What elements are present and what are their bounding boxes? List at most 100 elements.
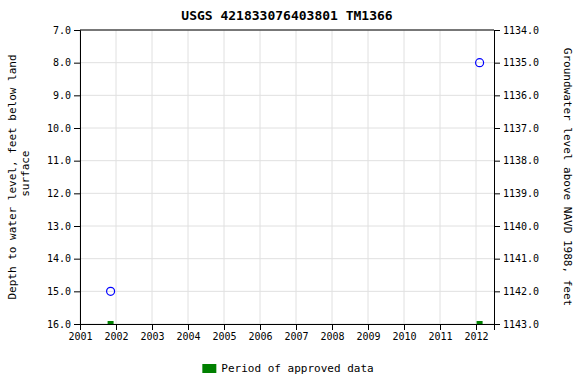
tick: 8.0 [53, 57, 80, 68]
tick: 1140.0 [494, 221, 539, 232]
grid-line [80, 258, 494, 259]
tick: 2006 [248, 324, 272, 342]
tick-mark [74, 161, 80, 162]
legend: Period of approved data [202, 362, 373, 375]
grid-line [332, 30, 333, 324]
tick-label: 1137.0 [503, 123, 539, 134]
legend-item: Period of approved data [202, 362, 373, 375]
tick-label: 14.0 [47, 253, 71, 264]
tick-label: 1135.0 [503, 57, 539, 68]
tick: 1135.0 [494, 57, 539, 68]
tick: 1136.0 [494, 90, 539, 101]
tick-label: 16.0 [47, 319, 71, 330]
tick-mark [494, 161, 500, 162]
tick-mark [494, 324, 500, 325]
tick: 1141.0 [494, 253, 539, 264]
tick-mark [74, 291, 80, 292]
marks [107, 59, 484, 324]
point [108, 321, 114, 324]
frame [80, 30, 494, 31]
tick-mark [152, 324, 153, 330]
tick-mark [494, 291, 500, 292]
tick-mark [74, 259, 80, 260]
tick: 9.0 [53, 90, 80, 101]
tick-label: 2008 [320, 331, 344, 342]
tick: 1142.0 [494, 286, 539, 297]
tick: 2008 [320, 324, 344, 342]
x-axis: 2001200220032004200520062007200820092010… [68, 324, 494, 342]
tick-mark [368, 324, 369, 330]
tick: 1134.0 [494, 25, 539, 36]
tick-mark [74, 30, 80, 31]
tick-label: 2012 [464, 331, 488, 342]
axis-line [74, 31, 81, 325]
y2-axis-title: Groundwater level above NAVD 1988, feet [561, 48, 574, 306]
tick-mark [116, 324, 117, 330]
tick: 2010 [392, 324, 416, 342]
tick: 2002 [104, 324, 128, 342]
point [477, 321, 483, 324]
tick-label: 2001 [68, 331, 92, 342]
grid-line [80, 62, 494, 63]
tick-mark [74, 128, 80, 129]
grid-line [80, 95, 494, 96]
tick-mark [440, 324, 441, 330]
tick-mark [494, 193, 500, 194]
tick-label: 2010 [392, 331, 416, 342]
tick-label: 1143.0 [503, 319, 539, 330]
tick-label: 1141.0 [503, 253, 539, 264]
grid-line [152, 30, 153, 324]
tick: 7.0 [53, 25, 80, 36]
tick: 2005 [212, 324, 236, 342]
tick-mark [494, 259, 500, 260]
grid-line [260, 30, 261, 324]
tick-mark [224, 324, 225, 330]
tick: 15.0 [47, 286, 80, 297]
tick-mark [332, 324, 333, 330]
tick-label: 7.0 [53, 25, 71, 36]
tick: 16.0 [47, 319, 80, 330]
tick: 13.0 [47, 221, 80, 232]
tick-mark [74, 63, 80, 64]
tick: 1138.0 [494, 155, 539, 166]
tick: 2009 [356, 324, 380, 342]
grid-line [80, 193, 494, 194]
tick: 2001 [68, 324, 92, 342]
y-axis-title: Depth to water level, feet below land su… [6, 54, 32, 299]
grid-line [368, 30, 369, 324]
tick-label: 10.0 [47, 123, 71, 134]
tick-label: 9.0 [53, 90, 71, 101]
tick-label: 2011 [428, 331, 452, 342]
grid-line [80, 226, 494, 227]
tick-label: 1138.0 [503, 155, 539, 166]
grid-line [476, 30, 477, 324]
tick-mark [74, 324, 80, 325]
tick-label: 2004 [176, 331, 200, 342]
tick: 2003 [140, 324, 164, 342]
grid-line [440, 30, 441, 324]
tick: 10.0 [47, 123, 80, 134]
grid-line [224, 30, 225, 324]
tick-mark [74, 193, 80, 194]
tick-label: 8.0 [53, 57, 71, 68]
grid-line [188, 30, 189, 324]
tick-mark [404, 324, 405, 330]
tick-label: 1139.0 [503, 188, 539, 199]
tick-mark [476, 324, 477, 330]
grid-line [80, 30, 494, 31]
grid-line [80, 128, 494, 129]
point [107, 287, 115, 295]
grid-line [80, 291, 494, 292]
tick-label: 1134.0 [503, 25, 539, 36]
tick-mark [260, 324, 261, 330]
grid-line [80, 160, 494, 161]
legend-swatch [202, 364, 216, 373]
tick-label: 12.0 [47, 188, 71, 199]
tick-label: 11.0 [47, 155, 71, 166]
tick: 2011 [428, 324, 452, 342]
tick-label: 15.0 [47, 286, 71, 297]
tick-label: 13.0 [47, 221, 71, 232]
tick: 1139.0 [494, 188, 539, 199]
axis-line [81, 325, 495, 331]
chart: 2001200220032004200520062007200820092010… [0, 0, 576, 384]
